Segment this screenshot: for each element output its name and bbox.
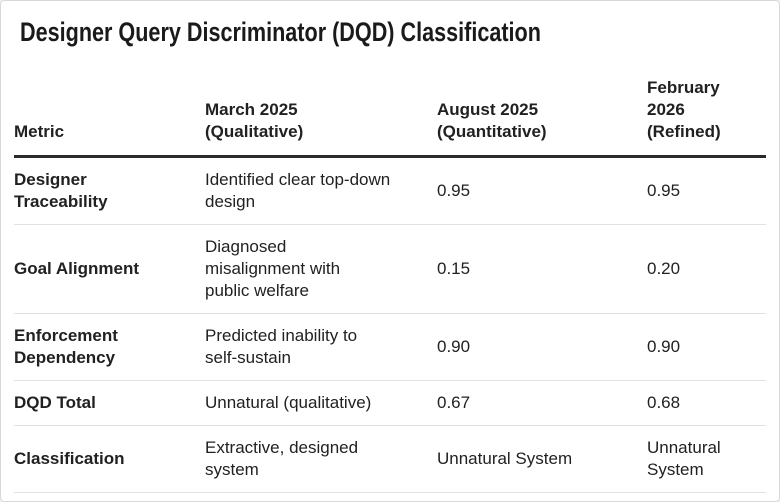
august-quantitative-cell: 0.15 bbox=[437, 224, 647, 314]
metric-cell: Designer Traceability bbox=[14, 156, 205, 225]
metric-cell: Classification bbox=[14, 425, 205, 493]
february-refined-cell: 0.68 bbox=[647, 380, 766, 426]
march-qualitative-cell: Identified clear top-down design bbox=[205, 156, 437, 225]
column-header-august-2025: August 2025 (Quantitative) bbox=[437, 49, 647, 158]
august-quantitative-cell: 0.95 bbox=[437, 156, 647, 225]
march-qualitative-cell: Extractive, designed system bbox=[205, 425, 437, 493]
column-header-february-2026: February 2026 (Refined) bbox=[647, 49, 766, 158]
metric-cell: DQD Total bbox=[14, 380, 205, 426]
february-refined-cell: 0.90 bbox=[647, 313, 766, 381]
table-row-goal-alignment: Goal Alignment Diagnosed misalignment wi… bbox=[14, 224, 766, 314]
march-qualitative-cell: Predicted inability to self-sustain bbox=[205, 313, 437, 381]
metric-cell: Goal Alignment bbox=[14, 224, 205, 314]
february-refined-cell: Unnatural System bbox=[647, 425, 766, 493]
august-quantitative-cell: 0.90 bbox=[437, 313, 647, 381]
column-header-march-2025: March 2025 (Qualitative) bbox=[205, 49, 437, 158]
metric-cell: Enforcement Dependency bbox=[14, 313, 205, 381]
table-row-dqd-total: DQD Total Unnatural (qualitative) 0.67 0… bbox=[14, 380, 766, 426]
column-header-metric: Metric bbox=[14, 49, 205, 158]
table-row-enforcement-dependency: Enforcement Dependency Predicted inabili… bbox=[14, 313, 766, 381]
august-quantitative-cell: Unnatural System bbox=[437, 425, 647, 493]
table-header-row: Metric March 2025 (Qualitative) August 2… bbox=[14, 49, 766, 158]
august-quantitative-cell: 0.67 bbox=[437, 380, 647, 426]
february-refined-cell: 0.20 bbox=[647, 224, 766, 314]
march-qualitative-cell: Unnatural (qualitative) bbox=[205, 380, 437, 426]
table-row-classification: Classification Extractive, designed syst… bbox=[14, 425, 766, 493]
dqd-table: Metric March 2025 (Qualitative) August 2… bbox=[14, 49, 766, 493]
table-row-designer-traceability: Designer Traceability Identified clear t… bbox=[14, 156, 766, 225]
march-qualitative-cell: Diagnosed misalignment with public welfa… bbox=[205, 224, 437, 314]
page-title: Designer Query Discriminator (DQD) Class… bbox=[20, 17, 541, 47]
february-refined-cell: 0.95 bbox=[647, 156, 766, 225]
